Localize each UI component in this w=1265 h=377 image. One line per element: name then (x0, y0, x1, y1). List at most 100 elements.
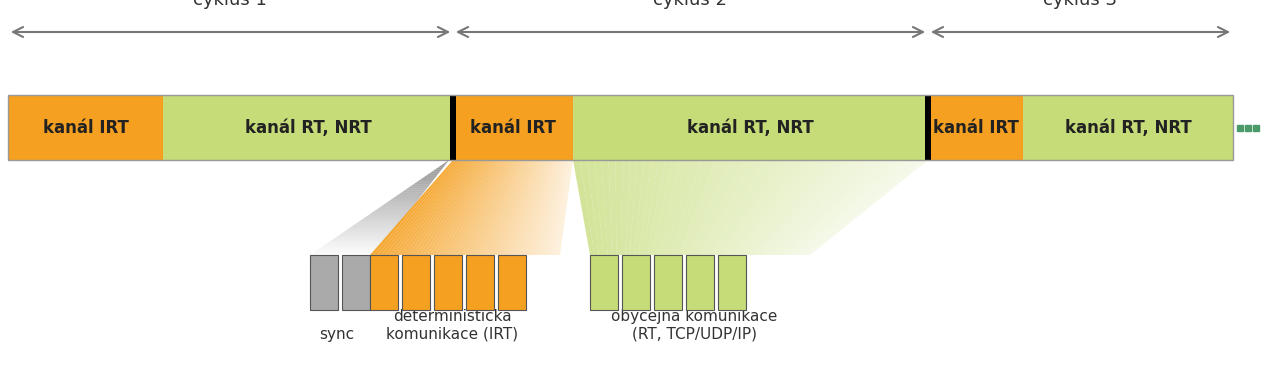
Polygon shape (705, 160, 765, 255)
Polygon shape (343, 230, 395, 232)
Bar (925, 95, 931, 160)
Polygon shape (352, 225, 398, 227)
Polygon shape (621, 160, 630, 255)
Polygon shape (634, 160, 651, 255)
Polygon shape (349, 227, 397, 228)
Text: cyklus 1: cyklus 1 (194, 0, 267, 9)
Bar (622, 255, 650, 310)
Text: sync: sync (320, 326, 354, 342)
Polygon shape (324, 244, 383, 245)
Polygon shape (435, 168, 443, 170)
Bar (8, 95, 163, 160)
Polygon shape (393, 160, 469, 255)
Polygon shape (398, 192, 424, 194)
Polygon shape (421, 177, 435, 179)
Polygon shape (545, 160, 565, 255)
Bar (466, 255, 495, 310)
Polygon shape (625, 160, 636, 255)
Bar (434, 255, 462, 310)
Polygon shape (419, 179, 434, 181)
Polygon shape (363, 217, 405, 219)
Bar (453, 95, 573, 160)
Polygon shape (385, 202, 416, 204)
Bar (589, 255, 619, 310)
Polygon shape (731, 160, 807, 255)
Polygon shape (340, 232, 392, 234)
Polygon shape (473, 160, 520, 255)
Polygon shape (382, 160, 463, 255)
Polygon shape (770, 160, 872, 255)
Polygon shape (377, 207, 412, 209)
Polygon shape (373, 160, 458, 255)
Polygon shape (450, 160, 506, 255)
Polygon shape (366, 215, 406, 217)
Polygon shape (549, 160, 568, 255)
Polygon shape (430, 172, 440, 173)
Polygon shape (321, 245, 382, 247)
Polygon shape (401, 160, 474, 255)
Polygon shape (382, 204, 415, 205)
Polygon shape (792, 160, 907, 255)
Polygon shape (595, 160, 607, 255)
Polygon shape (643, 160, 665, 255)
Polygon shape (767, 160, 864, 255)
Polygon shape (440, 164, 447, 166)
Polygon shape (447, 160, 449, 162)
Polygon shape (526, 160, 554, 255)
Polygon shape (402, 190, 425, 192)
Text: obyčejná komunikace
(RT, TCP/UDP/IP): obyčejná komunikace (RT, TCP/UDP/IP) (611, 308, 777, 342)
Bar (719, 255, 746, 310)
Polygon shape (682, 160, 729, 255)
Bar (573, 95, 929, 160)
Polygon shape (700, 160, 758, 255)
Bar (654, 255, 682, 310)
Polygon shape (749, 160, 836, 255)
Polygon shape (587, 160, 603, 255)
Polygon shape (377, 160, 460, 255)
Text: kanál IRT: kanál IRT (43, 118, 129, 136)
Polygon shape (388, 200, 417, 202)
Polygon shape (779, 160, 886, 255)
Polygon shape (496, 160, 535, 255)
Polygon shape (744, 160, 829, 255)
Polygon shape (405, 160, 477, 255)
Polygon shape (397, 160, 472, 255)
Polygon shape (391, 198, 420, 200)
Polygon shape (541, 160, 563, 255)
Polygon shape (361, 219, 404, 221)
Polygon shape (788, 160, 899, 255)
Polygon shape (726, 160, 801, 255)
Polygon shape (713, 160, 779, 255)
Polygon shape (630, 160, 644, 255)
Bar (1023, 95, 1233, 160)
Polygon shape (424, 160, 490, 255)
Polygon shape (616, 160, 622, 255)
Polygon shape (515, 160, 546, 255)
Polygon shape (420, 160, 487, 255)
Polygon shape (507, 160, 541, 255)
Polygon shape (797, 160, 913, 255)
Polygon shape (319, 247, 381, 249)
Bar (498, 255, 526, 310)
Polygon shape (439, 160, 498, 255)
Polygon shape (338, 234, 391, 236)
Polygon shape (433, 170, 441, 172)
Bar (163, 95, 453, 160)
Polygon shape (407, 187, 429, 188)
Polygon shape (530, 160, 557, 255)
Polygon shape (466, 160, 515, 255)
Polygon shape (522, 160, 552, 255)
Polygon shape (412, 183, 431, 185)
Polygon shape (762, 160, 856, 255)
Polygon shape (369, 160, 455, 255)
Polygon shape (687, 160, 736, 255)
Text: kanál IRT: kanál IRT (932, 118, 1018, 136)
Text: kanál RT, NRT: kanál RT, NRT (1065, 118, 1192, 136)
Bar (450, 95, 455, 160)
Bar (686, 255, 713, 310)
Polygon shape (444, 162, 448, 164)
Polygon shape (405, 188, 426, 190)
Polygon shape (354, 223, 400, 225)
Polygon shape (357, 221, 402, 223)
Polygon shape (651, 160, 679, 255)
